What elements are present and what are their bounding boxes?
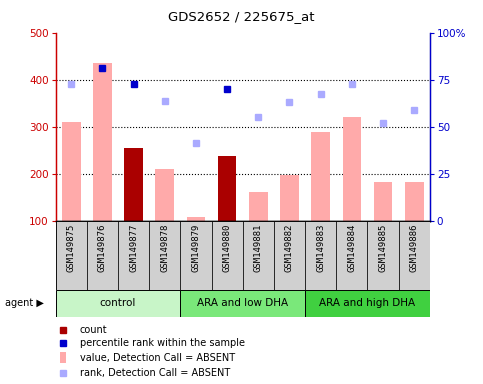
Bar — [336, 221, 368, 290]
Text: GDS2652 / 225675_at: GDS2652 / 225675_at — [168, 10, 315, 23]
Text: GSM149876: GSM149876 — [98, 223, 107, 272]
Text: GSM149881: GSM149881 — [254, 223, 263, 272]
Text: GSM149878: GSM149878 — [160, 223, 169, 272]
Bar — [60, 352, 66, 364]
Bar — [312, 132, 330, 221]
Bar — [180, 290, 305, 317]
Text: control: control — [100, 298, 136, 308]
Bar — [124, 148, 143, 221]
Bar — [180, 221, 212, 290]
Text: GSM149882: GSM149882 — [285, 223, 294, 272]
Bar — [186, 217, 205, 221]
Bar — [374, 182, 392, 221]
Bar — [62, 122, 81, 221]
Bar — [56, 221, 87, 290]
Bar — [280, 175, 299, 221]
Text: GSM149875: GSM149875 — [67, 223, 76, 272]
Bar — [149, 221, 180, 290]
Bar — [218, 156, 237, 221]
Bar — [56, 290, 180, 317]
Bar — [87, 221, 118, 290]
Text: GSM149886: GSM149886 — [410, 223, 419, 272]
Bar — [212, 221, 242, 290]
Bar — [398, 221, 430, 290]
Bar — [156, 169, 174, 221]
Text: GSM149883: GSM149883 — [316, 223, 325, 272]
Text: count: count — [80, 324, 108, 334]
Text: rank, Detection Call = ABSENT: rank, Detection Call = ABSENT — [80, 368, 230, 378]
Bar — [305, 221, 336, 290]
Text: percentile rank within the sample: percentile rank within the sample — [80, 338, 245, 348]
Text: value, Detection Call = ABSENT: value, Detection Call = ABSENT — [80, 353, 235, 362]
Text: GSM149879: GSM149879 — [191, 223, 200, 272]
Bar — [118, 221, 149, 290]
Text: GSM149884: GSM149884 — [347, 223, 356, 272]
Bar — [93, 63, 112, 221]
Text: GSM149885: GSM149885 — [379, 223, 387, 272]
Bar — [249, 192, 268, 221]
Bar — [242, 221, 274, 290]
Text: agent ▶: agent ▶ — [5, 298, 43, 308]
Text: ARA and low DHA: ARA and low DHA — [197, 298, 288, 308]
Bar — [305, 290, 430, 317]
Bar — [274, 221, 305, 290]
Text: GSM149880: GSM149880 — [223, 223, 232, 272]
Bar — [342, 118, 361, 221]
Text: ARA and high DHA: ARA and high DHA — [319, 298, 415, 308]
Text: GSM149877: GSM149877 — [129, 223, 138, 272]
Bar — [405, 182, 424, 221]
Bar — [368, 221, 398, 290]
